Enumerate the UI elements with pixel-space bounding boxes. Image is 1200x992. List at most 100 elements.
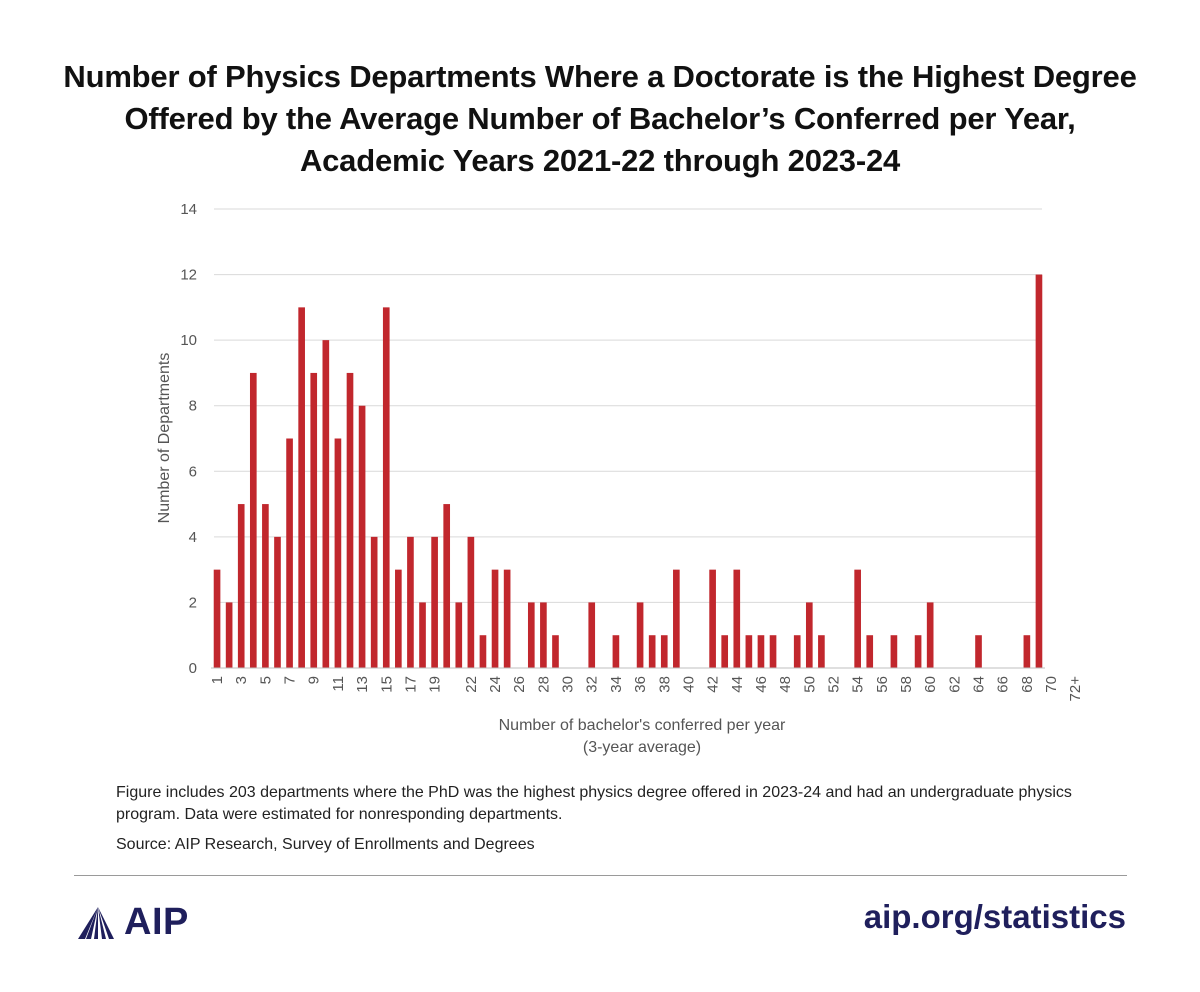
bar <box>443 504 451 668</box>
bar <box>262 504 269 668</box>
statistics-url[interactable]: aip.org/statistics <box>863 898 1126 935</box>
bar <box>769 635 777 668</box>
bar <box>395 569 402 668</box>
chart-title: Number of Physics Departments Where a Do… <box>0 56 1200 182</box>
x-tick-label: 9 <box>306 676 323 684</box>
x-tick-label: 34 <box>608 676 625 693</box>
bar <box>358 405 366 668</box>
bar <box>975 635 982 668</box>
x-tick-label: 11 <box>330 676 347 692</box>
x-tick-label: 58 <box>898 676 915 693</box>
y-tick-label: 12 <box>180 267 197 284</box>
y-tick-label: 6 <box>189 463 197 480</box>
x-tick-label: 19 <box>427 676 444 693</box>
bar <box>757 635 765 668</box>
bar <box>334 438 342 668</box>
x-tick-label: 72+ <box>1067 676 1084 702</box>
x-tick-label: 54 <box>850 676 867 693</box>
bar <box>503 569 511 668</box>
bar <box>225 602 233 668</box>
x-tick-label: 38 <box>656 676 673 693</box>
footer-divider <box>74 875 1127 876</box>
bar <box>1035 274 1043 668</box>
aip-logo-text: AIP <box>124 900 189 943</box>
x-tick-label: 42 <box>705 676 722 693</box>
aip-logo-mark-icon <box>78 907 114 939</box>
chart-title-line-3: Academic Years 2021-22 through 2023-24 <box>299 143 901 178</box>
x-axis-ticks: 1 3 5 7 9 11 13 15 17 19 22 24 26 28 30 32 34 36 38 40 42 44 4… <box>209 676 1084 702</box>
bar <box>346 372 354 668</box>
bar <box>527 602 535 668</box>
x-tick-label: 48 <box>777 676 794 693</box>
bar <box>419 602 426 668</box>
bar <box>455 602 463 668</box>
x-tick-label: 64 <box>971 676 988 693</box>
x-tick-label: 50 <box>801 676 818 693</box>
y-tick-label: 4 <box>189 529 197 546</box>
bar <box>673 569 680 668</box>
y-tick-label: 8 <box>189 398 197 415</box>
bar <box>926 602 934 668</box>
bar <box>745 635 753 668</box>
bar <box>491 569 499 668</box>
y-tick-label: 0 <box>189 660 197 677</box>
x-tick-label: 70 <box>1043 676 1060 693</box>
x-axis-label: Number of bachelor's conferred per year <box>499 717 786 734</box>
bar <box>431 536 438 668</box>
x-tick-label: 62 <box>946 676 963 693</box>
y-axis-ticks: 0 2 4 6 8 10 12 14 <box>180 201 197 677</box>
bar <box>298 307 305 668</box>
x-tick-label: 7 <box>282 676 299 684</box>
bar <box>648 635 656 668</box>
bar <box>286 438 293 668</box>
x-tick-label: 13 <box>354 676 371 693</box>
bar <box>866 635 874 668</box>
bar <box>322 340 330 668</box>
bar <box>237 504 245 668</box>
bar <box>382 307 390 668</box>
bar <box>479 635 487 668</box>
y-tick-label: 10 <box>180 332 197 349</box>
x-tick-label: 66 <box>995 676 1012 693</box>
bars <box>213 274 1043 668</box>
x-tick-label: 36 <box>632 676 649 693</box>
y-tick-label: 14 <box>180 201 197 218</box>
x-tick-label: 28 <box>535 676 552 693</box>
bar <box>540 602 547 668</box>
bar <box>1023 635 1031 668</box>
x-tick-label: 52 <box>825 676 842 693</box>
chart-title-line-1: Number of Physics Departments Where a Do… <box>63 59 1137 94</box>
x-tick-label: 24 <box>487 676 504 693</box>
x-tick-label: 1 <box>209 676 226 684</box>
x-tick-label: 44 <box>729 676 746 693</box>
bar <box>733 569 741 668</box>
bar <box>818 635 825 668</box>
x-tick-label: 40 <box>680 676 697 693</box>
bar <box>805 602 813 668</box>
chart-title-line-2: Offered by the Average Number of Bachelo… <box>124 101 1076 136</box>
bar <box>552 635 559 668</box>
x-tick-label: 3 <box>233 676 250 684</box>
figure-note: Figure includes 203 departments where th… <box>116 784 1072 823</box>
bar <box>854 569 861 668</box>
x-tick-label: 32 <box>584 676 601 693</box>
source-note: Source: AIP Research, Survey of Enrollme… <box>116 836 535 853</box>
bar <box>890 635 898 668</box>
aip-logo: AIP <box>76 900 189 944</box>
x-tick-label: 22 <box>463 676 480 693</box>
bar <box>914 635 922 668</box>
x-tick-label: 30 <box>560 676 577 693</box>
bar <box>467 536 475 668</box>
bar <box>370 536 378 668</box>
bar <box>213 569 221 668</box>
x-tick-label: 68 <box>1019 676 1036 693</box>
bar <box>636 602 644 668</box>
x-tick-label: 5 <box>257 676 274 684</box>
x-tick-label: 15 <box>378 676 395 693</box>
bar <box>249 372 257 668</box>
y-tick-label: 2 <box>189 594 197 611</box>
y-axis-label: Number of Departments <box>156 353 173 524</box>
x-tick-label: 46 <box>753 676 770 693</box>
x-tick-label: 60 <box>922 676 939 693</box>
